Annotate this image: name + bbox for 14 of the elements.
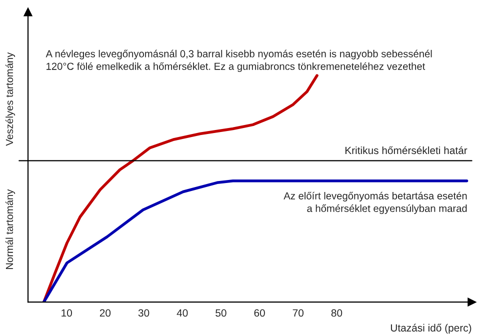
annotation: Az előírt levegőnyomás betartása esetén a hőmérséklet egyensúlyban marad (284, 192, 467, 214)
text: Normál tartomány (5, 189, 16, 270)
ref-line-label: Kritikus hőmérsékleti határ (345, 146, 468, 154)
text: Veszélyes tartomány (5, 52, 16, 146)
text: A névleges levegőnyomásnál 0,3 barral kisebb nyomás esetén is nagyobb sebessénél 120°C fölé emelkedik a hőmérséklet. Ez a gumiabroncs tönkremeneteléhez vezethet (46, 50, 432, 72)
x-tick-label: 30 (138, 309, 150, 317)
x-axis-title: Utazási idő (perc) (390, 324, 472, 334)
x-tick-label: 70 (292, 309, 304, 317)
x-tick-label: 50 (216, 309, 226, 317)
x-tick-label: 60 (254, 309, 265, 317)
x-tick-label: 40 (176, 309, 188, 317)
x-tick-label: 80 (331, 309, 342, 317)
x-tick-label: 20 (100, 309, 111, 317)
x-tick-label: 10 (62, 309, 72, 317)
